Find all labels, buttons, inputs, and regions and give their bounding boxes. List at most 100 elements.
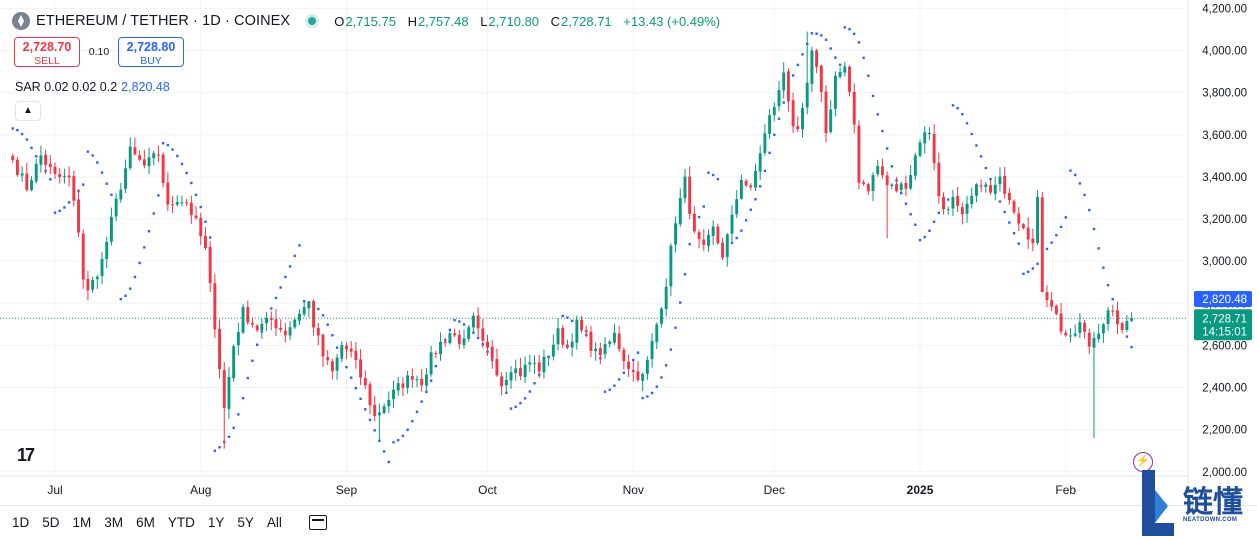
timeframe-6m[interactable]: 6M xyxy=(136,515,155,530)
candle-body xyxy=(556,328,560,345)
sar-dot xyxy=(683,273,687,276)
sar-dot xyxy=(462,323,466,326)
candle-body xyxy=(410,376,414,380)
sar-dot xyxy=(730,241,734,245)
candle-body xyxy=(11,155,15,161)
sar-price-label: 2,820.48 xyxy=(1202,294,1247,306)
candle-body xyxy=(617,333,621,350)
sar-dot xyxy=(754,198,757,201)
candle-body xyxy=(1106,310,1110,325)
timeframe-ytd[interactable]: YTD xyxy=(167,515,195,530)
sar-dot xyxy=(900,191,903,195)
sell-button[interactable]: 2,728.70 SELL xyxy=(14,37,80,67)
candle-body xyxy=(44,154,48,165)
timeframe-all[interactable]: All xyxy=(266,515,282,530)
timeframe-3m[interactable]: 3M xyxy=(104,515,124,530)
timeframe-1m[interactable]: 1M xyxy=(72,515,92,530)
sar-dot xyxy=(763,169,767,173)
candle-body xyxy=(1130,318,1134,321)
candle-body xyxy=(500,376,504,387)
price-chart[interactable]: Jul Aug Sep Oct Nov Dec 2025 Feb 2,000.00 2,200.… xyxy=(0,0,1257,505)
candle-body xyxy=(603,344,607,355)
sar-dot xyxy=(641,396,644,400)
candle-body xyxy=(95,276,99,280)
y-tick-label: 3,400.00 xyxy=(1202,172,1247,184)
sar-dot xyxy=(199,205,202,209)
sar-dot xyxy=(655,385,658,388)
candle-body xyxy=(377,412,381,416)
sar-dot xyxy=(914,223,917,226)
sar-dot xyxy=(91,154,94,157)
timeframe-1d[interactable]: 1D xyxy=(12,515,30,530)
candle-body xyxy=(255,325,259,331)
sar-dot xyxy=(63,206,66,209)
sar-dot xyxy=(876,113,879,116)
sar-dot xyxy=(354,387,358,390)
sar-dot xyxy=(345,365,348,369)
calendar-icon[interactable] xyxy=(308,515,327,530)
candle-body xyxy=(67,175,71,178)
sar-dot xyxy=(918,238,922,242)
candle-body xyxy=(707,234,710,246)
symbol-title[interactable]: ETHEREUM / TETHER · 1D · COINEX xyxy=(36,13,291,29)
sar-dot xyxy=(834,56,837,59)
sar-dot xyxy=(843,26,847,29)
candle-body xyxy=(857,125,861,183)
sar-dot xyxy=(613,384,616,387)
candle-body xyxy=(368,384,372,406)
candle-body xyxy=(942,197,945,210)
candle-body xyxy=(486,341,489,348)
countdown-label: 14:15:01 xyxy=(1202,326,1247,338)
candle-body xyxy=(1007,192,1011,201)
sar-dot xyxy=(359,397,362,400)
buy-button[interactable]: 2,728.80 BUY xyxy=(118,37,184,67)
sar-dot xyxy=(1045,247,1049,251)
candle-body xyxy=(232,346,236,379)
sar-dot xyxy=(669,348,673,351)
timeframe-5d[interactable]: 5D xyxy=(42,515,60,530)
sar-dot xyxy=(176,154,179,158)
candle-body xyxy=(471,315,475,328)
candle-body xyxy=(721,242,725,258)
candle-body xyxy=(852,91,856,125)
sar-dot xyxy=(768,151,771,155)
candle-body xyxy=(1026,227,1030,240)
candle-body xyxy=(274,319,278,329)
sar-price-label-bg xyxy=(1194,290,1252,307)
tradingview-logo[interactable]: 17 xyxy=(17,445,35,465)
candle-body xyxy=(406,375,410,388)
sar-dot xyxy=(923,235,926,239)
candle-body xyxy=(462,338,466,346)
sar-dot xyxy=(382,450,386,453)
collapse-legend-button[interactable]: ▲ xyxy=(15,101,41,121)
candle-body xyxy=(1069,335,1072,337)
sar-legend[interactable]: SAR 0.02 0.02 0.2 2,820.48 xyxy=(15,80,170,94)
sar-dot xyxy=(105,182,108,185)
sar-dot xyxy=(204,220,207,223)
sar-dot xyxy=(824,38,828,41)
candle-body xyxy=(189,202,193,216)
candle-body xyxy=(307,301,311,309)
sar-dot xyxy=(632,358,635,362)
sar-dot xyxy=(251,359,254,362)
candle-body xyxy=(349,348,353,352)
candle-body xyxy=(171,204,174,206)
candle-body xyxy=(335,357,339,371)
sar-dot xyxy=(20,132,24,136)
candle-body xyxy=(58,173,62,178)
sar-dot xyxy=(227,435,231,439)
sar-dot xyxy=(241,397,245,400)
sar-dot xyxy=(1003,210,1006,214)
sar-dot xyxy=(777,117,781,120)
sar-dot xyxy=(1017,242,1020,245)
candle-body xyxy=(904,182,908,189)
sar-dot xyxy=(284,275,287,279)
sar-dot xyxy=(288,265,292,268)
sar-dot xyxy=(30,146,33,150)
timeframe-1y[interactable]: 1Y xyxy=(207,515,225,530)
candle-body xyxy=(993,184,997,194)
candle-body xyxy=(504,379,508,386)
timeframe-5y[interactable]: 5Y xyxy=(237,515,254,530)
sar-dot xyxy=(951,104,955,107)
